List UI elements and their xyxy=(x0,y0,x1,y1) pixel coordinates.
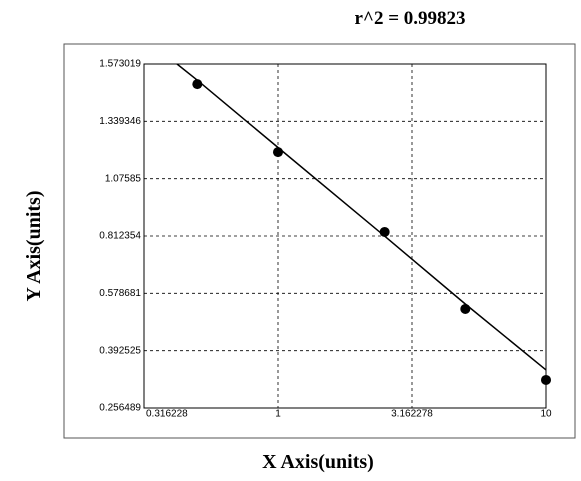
y-axis-label: Y Axis(units) xyxy=(23,191,45,302)
y-tick-label: 1.07585 xyxy=(105,173,142,184)
x-axis-label: X Axis(units) xyxy=(262,451,374,473)
fit-line xyxy=(176,63,547,371)
x-tick-label: 3.162278 xyxy=(391,409,433,420)
x-tick-label: 0.316228 xyxy=(146,409,188,420)
x-tick-label: 1 xyxy=(275,409,281,420)
y-tick-label: 1.573019 xyxy=(99,59,141,70)
data-point xyxy=(272,147,283,158)
data-point xyxy=(460,303,471,314)
y-tick-label: 0.578681 xyxy=(99,288,141,299)
y-tick-label: 1.339346 xyxy=(99,116,141,127)
data-point xyxy=(541,374,551,385)
y-tick-label: 0.256489 xyxy=(99,403,141,414)
x-tick-label: 10 xyxy=(540,409,552,420)
y-tick-label: 0.812354 xyxy=(99,231,141,242)
y-tick-label: 0.392525 xyxy=(99,345,141,356)
chart-title: r^2 = 0.99823 xyxy=(354,8,465,29)
